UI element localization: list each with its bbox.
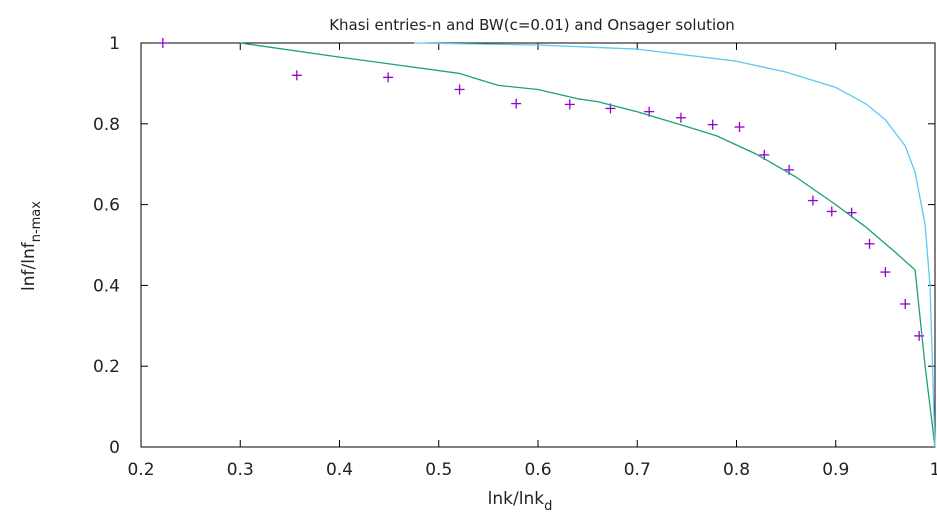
series-line-2 (413, 42, 936, 448)
series-line-1 (240, 42, 936, 448)
y-axis-label-subscript: n-max (29, 201, 44, 243)
scatter-point (734, 122, 745, 133)
scatter-point (675, 112, 686, 123)
plot-frame (140, 42, 936, 448)
y-axis-label-group: lnf/lnfn-max (19, 201, 44, 291)
x-tick-label: 0.2 (127, 460, 154, 480)
x-tick-label: 0.4 (326, 460, 353, 480)
scatter-point (383, 72, 394, 83)
y-tick-label: 1 (109, 34, 120, 54)
x-tick-label: 1 (930, 460, 937, 480)
x-tick-label: 0.6 (524, 460, 551, 480)
scatter-point (864, 238, 875, 249)
y-tick-label: 0.2 (93, 357, 120, 377)
y-tick-label: 0.4 (93, 276, 120, 296)
scatter-point (564, 99, 575, 110)
x-tick-label: 0.9 (822, 460, 849, 480)
chart-title: Khasi entries-n and BW(c=0.01) and Onsag… (329, 16, 735, 34)
scatter-point (707, 119, 718, 130)
y-tick-label: 0.8 (93, 115, 120, 135)
scatter-point (807, 195, 818, 206)
x-tick-label: 0.5 (425, 460, 452, 480)
y-axis-label: lnf/lnfn-max (19, 201, 44, 291)
scatter-point (511, 98, 522, 109)
scatter-point (900, 298, 911, 309)
x-tick-label: 0.8 (723, 460, 750, 480)
y-tick-label: 0 (109, 438, 120, 458)
scatter-point (880, 267, 891, 278)
scatter-point (291, 70, 302, 81)
x-axis-label-main: lnk/lnk (488, 489, 545, 509)
x-tick-label: 0.7 (624, 460, 651, 480)
x-axis: 0.2 0.3 0.4 0.5 0.6 0.7 0.8 0.9 1 (127, 43, 937, 480)
y-axis: 0 0.2 0.4 0.6 0.8 1 (93, 34, 935, 458)
x-axis-label: lnk/lnkd (488, 489, 553, 514)
scatter-point (454, 84, 465, 95)
x-tick-label: 0.3 (227, 460, 254, 480)
y-axis-label-main: lnf/lnf (19, 241, 39, 291)
scatter-point (157, 38, 168, 48)
x-axis-label-subscript: d (544, 499, 552, 514)
scatter-point (826, 206, 837, 217)
series-layer (157, 38, 936, 448)
y-tick-label: 0.6 (93, 196, 120, 216)
